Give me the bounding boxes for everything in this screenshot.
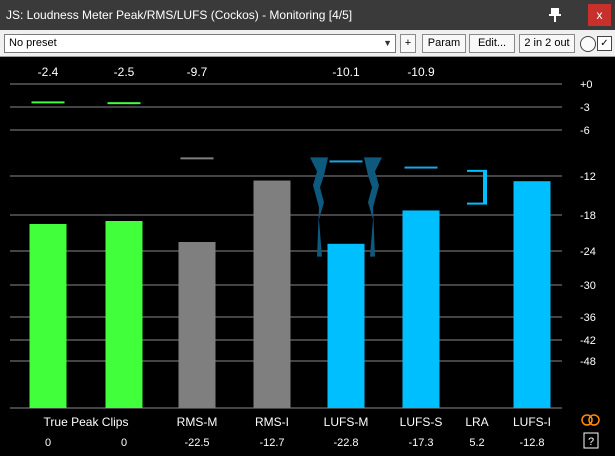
scale-label: -3	[580, 102, 590, 114]
scale-label: -36	[580, 312, 596, 324]
wet-knob[interactable]	[580, 36, 596, 52]
help-label[interactable]: ?	[588, 436, 594, 448]
scale-label: -6	[580, 125, 590, 137]
edit-button[interactable]: Edit...	[469, 34, 515, 53]
meter-bar-lufs-m	[327, 243, 365, 408]
meter-bar-rms-m	[178, 242, 216, 408]
title-bar[interactable]: JS: Loudness Meter Peak/RMS/LUFS (Cockos…	[0, 0, 615, 30]
peak-readout-lufs-m: -10.1	[332, 65, 360, 79]
history-trace	[364, 157, 382, 257]
scale-label: -18	[580, 210, 596, 222]
channel-label-lufs-i: LUFS-I	[513, 415, 551, 429]
channel-label-lufs-m: LUFS-M	[324, 415, 369, 429]
peak-hold-lufs-s	[404, 166, 438, 169]
channel-label-lufs-s: LUFS-S	[400, 415, 443, 429]
scale-label: -30	[580, 280, 596, 292]
channel-value-rms-m: -22.5	[184, 437, 209, 449]
scale-label: -42	[580, 335, 596, 347]
peak-hold-rms-m	[180, 157, 214, 160]
channel-value-lufs-s: -17.3	[408, 437, 433, 449]
peak-readout-tp-l: -2.4	[38, 65, 59, 79]
meter-bar-lufs-i	[513, 181, 551, 408]
add-preset-button[interactable]: +	[400, 34, 416, 53]
channel-value-rms-i: -12.7	[259, 437, 284, 449]
bypass-checkbox[interactable]: ✓	[597, 36, 612, 51]
meter-bar-rms-i	[253, 180, 291, 408]
pin-icon[interactable]	[546, 6, 564, 24]
peak-hold-tp-r	[107, 102, 141, 105]
meter-bar-tp-r	[105, 221, 143, 408]
close-button[interactable]: x	[588, 4, 611, 26]
preset-value: No preset	[9, 37, 57, 49]
loudness-meter: +0 -3 -6 -12 -18 -24 -30 -36 -42 -48 0 0 RMS-M -22.5 R…	[10, 65, 600, 449]
chevron-down-icon: ▼	[383, 38, 392, 48]
true-peak-clips-label: True Peak Clips	[44, 415, 129, 429]
channel-value-lra: 5.2	[469, 437, 484, 449]
help-button[interactable]	[583, 432, 599, 449]
peak-readout-tp-r: -2.5	[114, 65, 135, 79]
io-button[interactable]: 2 in 2 out	[519, 34, 575, 53]
peak-readout-lufs-s: -10.9	[407, 65, 435, 79]
channel-value-tp-l: 0	[45, 437, 51, 449]
peak-hold-lufs-m	[329, 160, 363, 163]
link-icon[interactable]	[581, 414, 593, 426]
lra-range-bottom	[467, 202, 483, 205]
lufs-m-history-icon	[310, 157, 382, 257]
scale-label: +0	[580, 79, 593, 91]
scale-label: -48	[580, 356, 596, 368]
peak-readout-rms-m: -9.7	[187, 65, 208, 79]
scale-label: -24	[580, 246, 596, 258]
toolbar: No preset ▼ + Param Edit... 2 in 2 out ✓	[0, 30, 615, 57]
scale-label: -12	[580, 171, 596, 183]
lra-range-top	[467, 169, 483, 172]
channel-value-lufs-m: -22.8	[333, 437, 358, 449]
channel-label-rms-m: RMS-M	[177, 415, 218, 429]
window-title: JS: Loudness Meter Peak/RMS/LUFS (Cockos…	[6, 8, 353, 22]
channel-value-lufs-i: -12.8	[519, 437, 544, 449]
meter-bar-lufs-s	[402, 210, 440, 408]
param-button[interactable]: Param	[422, 34, 466, 53]
channel-label-rms-i: RMS-I	[255, 415, 289, 429]
meter-bar-tp-l	[29, 224, 67, 408]
channel-label-lra: LRA	[465, 415, 488, 429]
preset-dropdown[interactable]: No preset ▼	[4, 34, 396, 53]
peak-hold-tp-l	[31, 101, 65, 104]
channel-value-tp-r: 0	[121, 437, 127, 449]
link-icon-ring[interactable]	[588, 414, 600, 426]
lra-range-bar	[483, 169, 487, 205]
history-trace	[310, 157, 328, 257]
